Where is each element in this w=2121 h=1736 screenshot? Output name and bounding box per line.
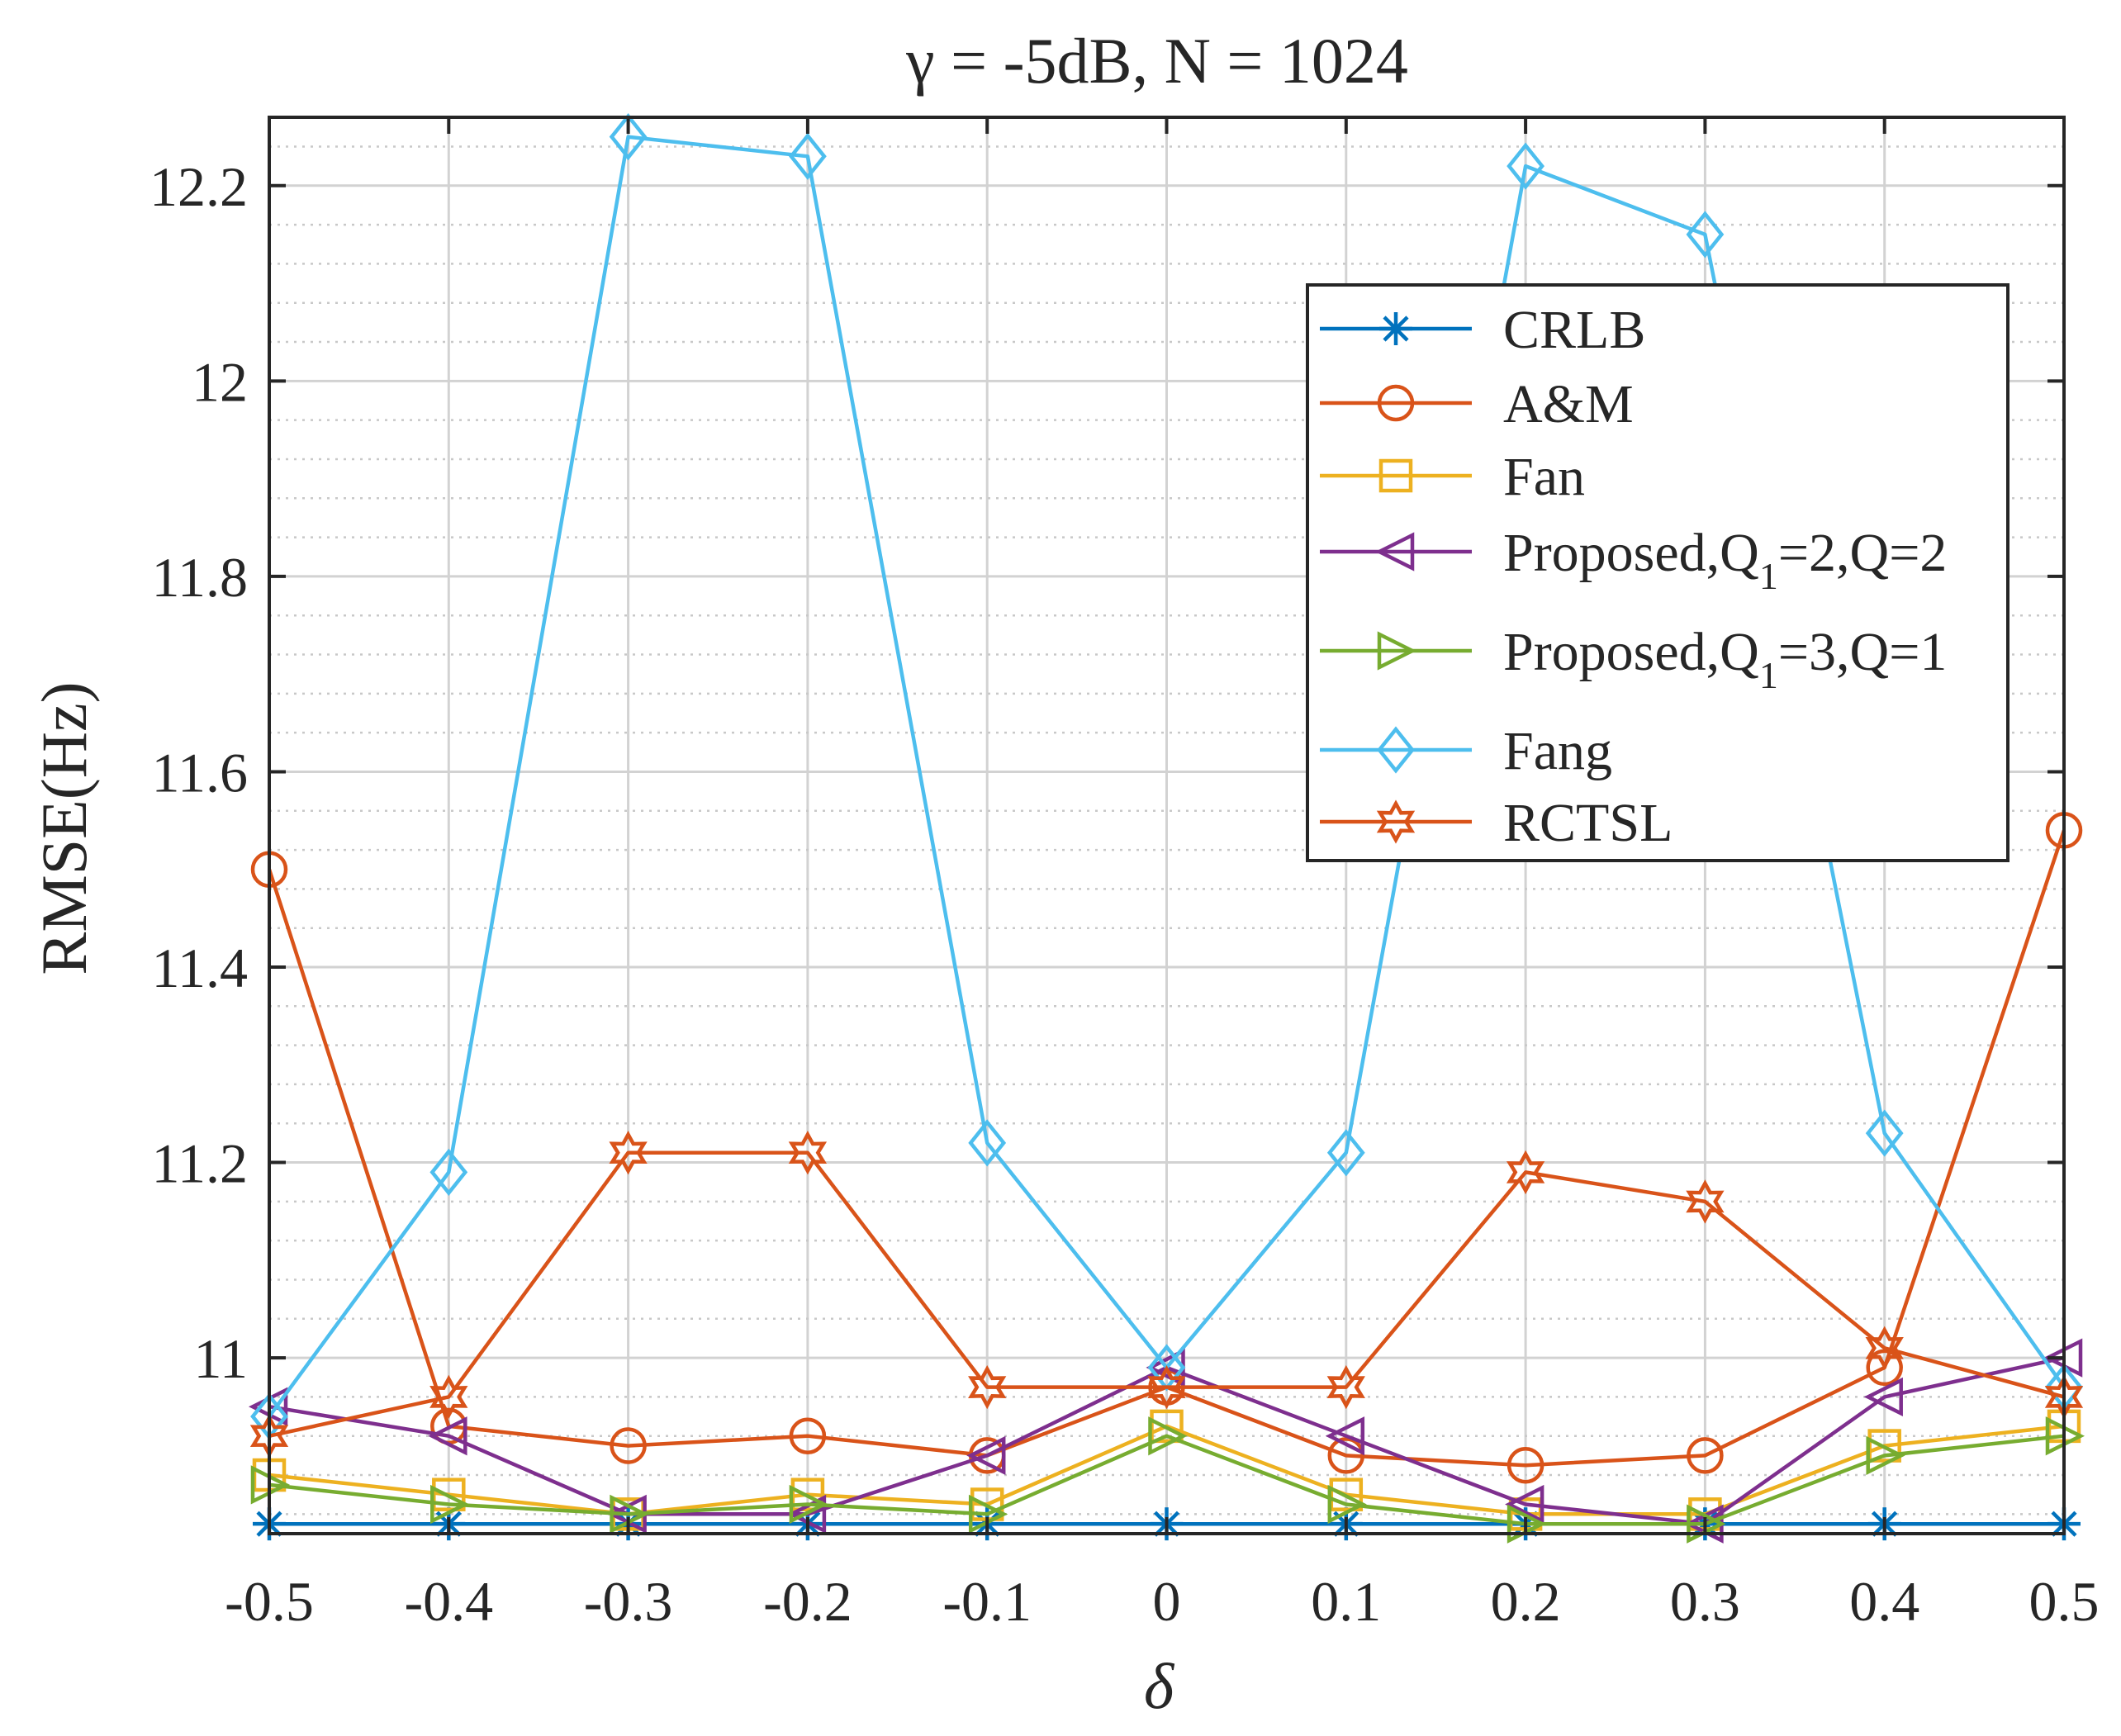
legend-marker	[1377, 384, 1415, 422]
legend-label: RCTSL	[1503, 793, 1673, 853]
series-line-proposed-q1-3-q-1	[268, 1434, 2065, 1526]
y-tick-label: 11.2	[152, 1132, 248, 1195]
legend-marker	[1377, 631, 1417, 671]
data-point-proposed-q1-2-q-2	[1505, 1484, 1544, 1525]
legend-marker	[1379, 312, 1412, 345]
data-point-proposed-q1-3-q-1	[789, 1484, 828, 1525]
data-point-a-m	[1687, 1437, 1724, 1474]
data-point-proposed-q1-2-q-2	[1325, 1416, 1365, 1456]
legend-label: Fang	[1503, 721, 1612, 781]
x-tick-label: -0.3	[584, 1570, 673, 1633]
data-point-rctsl	[1147, 1364, 1186, 1410]
data-point-proposed-q1-2-q-2	[1863, 1377, 1903, 1417]
series-line-rctsl	[268, 1150, 2065, 1438]
legend-label: Fan	[1503, 447, 1585, 507]
legend-entry-fang: Fang	[1320, 721, 1612, 781]
data-point-fang	[968, 1119, 1007, 1167]
legend-entry-rctsl: RCTSL	[1320, 793, 1673, 853]
y-tick-label: 12	[192, 350, 248, 413]
x-tick-label: -0.1	[942, 1570, 1032, 1633]
data-point-proposed-q1-3-q-1	[1327, 1484, 1367, 1525]
data-point-proposed-q1-3-q-1	[1148, 1416, 1188, 1456]
data-point-proposed-q1-3-q-1	[1866, 1435, 1905, 1476]
x-tick-label: 0.4	[1849, 1570, 1919, 1633]
series-rctsl	[249, 1131, 2084, 1459]
y-axis-ticks: 11 11.2 11.4 11.6 11.8 12 12.2	[149, 155, 2064, 1390]
x-tick-label: 0.3	[1670, 1570, 1740, 1633]
x-tick-label: -0.4	[404, 1570, 493, 1633]
x-tick-label: 0.1	[1311, 1570, 1381, 1633]
data-point-rctsl	[968, 1364, 1007, 1410]
legend-marker	[1378, 458, 1413, 493]
data-point-fang	[609, 113, 648, 161]
data-point-a-m	[789, 1417, 827, 1454]
data-point-rctsl	[1326, 1364, 1365, 1410]
x-tick-label: -0.2	[763, 1570, 852, 1633]
legend-entry-a-m: A&M	[1320, 374, 1634, 434]
legend-marker	[1377, 726, 1415, 774]
data-point-fang	[1326, 1129, 1365, 1177]
data-point-rctsl	[1686, 1179, 1725, 1224]
data-point-rctsl	[429, 1374, 468, 1420]
data-point-fang	[1865, 1109, 1904, 1157]
data-point-proposed-q1-2-q-2	[966, 1435, 1006, 1476]
data-point-rctsl	[1865, 1326, 1904, 1370]
data-point-rctsl	[788, 1131, 828, 1175]
y-tick-label: 12.2	[149, 155, 248, 218]
legend-entry-fan: Fan	[1320, 447, 1585, 507]
data-point-proposed-q1-3-q-1	[430, 1484, 470, 1525]
legend: CRLB A&M Fan Proposed,Q1=2,Q=2 Proposed,Q1=3…	[1306, 283, 2009, 862]
x-axis-ticks: -0.5 -0.4 -0.3 -0.2 -0.1 0 0.1 0.2 0.3 0.4 0.5	[225, 117, 2100, 1633]
data-point-rctsl	[1506, 1150, 1545, 1195]
legend-entry-crlb: CRLB	[1320, 300, 1645, 360]
legend-marker	[1374, 532, 1415, 572]
x-tick-label: 0.2	[1491, 1570, 1561, 1633]
y-tick-label: 11.4	[152, 937, 248, 999]
chart-title: γ = -5dB, N = 1024	[905, 25, 1408, 97]
legend-box	[1306, 283, 2009, 862]
y-axis-label: RMSE(Hz)	[28, 681, 100, 975]
y-tick-label: 11	[194, 1327, 248, 1390]
legend-label: Proposed,Q1=3,Q=1	[1503, 622, 1947, 696]
data-point-fang	[429, 1148, 468, 1196]
data-point-fang	[789, 132, 827, 180]
x-tick-label: -0.5	[225, 1570, 314, 1633]
y-tick-label: 11.8	[152, 546, 248, 609]
legend-entry-proposed-q1-2-q-2: Proposed,Q1=2,Q=2	[1320, 523, 1947, 597]
x-tick-label: 0.5	[2029, 1570, 2100, 1633]
data-point-a-m	[1866, 1349, 1903, 1387]
data-point-fang	[1686, 211, 1725, 259]
legend-label: A&M	[1503, 374, 1634, 434]
data-point-fang	[1507, 142, 1544, 190]
legend-label: Proposed,Q1=2,Q=2	[1503, 523, 1947, 597]
y-tick-label: 11.6	[152, 741, 248, 804]
data-point-proposed-q1-2-q-2	[428, 1416, 467, 1456]
data-point-a-m	[1507, 1446, 1544, 1484]
legend-label: CRLB	[1503, 300, 1645, 360]
data-point-a-m	[1327, 1437, 1365, 1474]
x-axis-label: δ	[1144, 1650, 1175, 1722]
data-point-a-m	[610, 1427, 647, 1464]
legend-marker	[1376, 799, 1416, 844]
legend-entry-proposed-q1-3-q-1: Proposed,Q1=3,Q=1	[1320, 622, 1947, 696]
x-tick-label: 0	[1153, 1570, 1181, 1633]
data-point-rctsl	[609, 1131, 648, 1175]
